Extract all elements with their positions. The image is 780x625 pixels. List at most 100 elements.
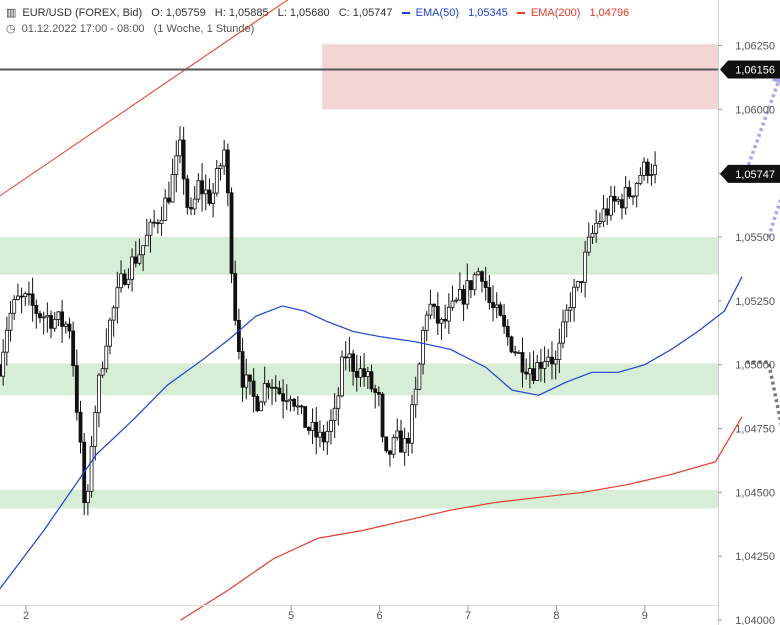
candle-body	[605, 208, 610, 216]
candle-body	[200, 180, 204, 195]
down-arrow-2	[746, 360, 780, 428]
price-tag-label-0: 1,06156	[735, 65, 775, 77]
candle-body	[399, 430, 403, 453]
candle-body	[376, 392, 381, 395]
candle-body	[439, 318, 444, 324]
candle-body	[550, 356, 554, 365]
candle-body	[93, 412, 98, 447]
candle-body	[638, 174, 643, 184]
candle-body	[362, 368, 367, 378]
candle-body	[502, 314, 506, 327]
candle-body	[388, 450, 392, 455]
candle-body	[155, 222, 160, 225]
candle-body	[122, 273, 127, 285]
candle-body	[358, 368, 363, 378]
y-tick-label: 1,06000	[735, 104, 775, 116]
open-value: O: 1,05759	[151, 7, 206, 19]
candle-body	[41, 316, 46, 319]
candle-body	[546, 356, 551, 363]
candle-body	[325, 431, 330, 443]
candle-body	[222, 149, 227, 167]
candle-body	[211, 192, 216, 204]
candle-body	[432, 303, 437, 307]
ema200-swatch	[516, 12, 525, 15]
candle-body	[513, 351, 518, 354]
candle-body	[104, 345, 109, 370]
candle-body	[373, 388, 378, 393]
ema50-swatch	[401, 12, 410, 15]
candle-body	[321, 431, 326, 443]
candle-body	[262, 383, 267, 403]
up-arrow-0	[744, 69, 780, 172]
candle-body	[609, 195, 613, 216]
bar-chart-icon: ▥	[6, 7, 17, 19]
candle-body	[472, 274, 477, 291]
candle-body	[494, 304, 499, 308]
candle-body	[244, 374, 249, 388]
support-zone-3	[0, 489, 718, 509]
candle-body	[395, 430, 400, 438]
candle-body	[340, 356, 344, 397]
candle-body	[45, 315, 50, 318]
candle-body	[406, 437, 411, 444]
candle-body	[413, 388, 418, 406]
candle-body	[38, 313, 42, 319]
candle-body	[649, 174, 654, 176]
y-tick-label: 1,04000	[735, 615, 775, 625]
x-tick-label: 2	[23, 610, 29, 622]
candle-body	[391, 437, 396, 455]
y-tick-label: 1,05500	[735, 232, 775, 244]
candle-body	[461, 289, 466, 305]
candle-body	[207, 189, 212, 204]
candle-body	[130, 256, 134, 280]
candle-body	[284, 400, 289, 403]
candle-body	[531, 368, 536, 381]
candle-body	[623, 187, 628, 209]
candle-body	[535, 362, 540, 381]
candle-body	[421, 330, 425, 365]
candle-body	[178, 139, 182, 157]
candle-body	[74, 365, 79, 413]
candle-body	[380, 393, 385, 438]
candle-body	[255, 395, 260, 412]
candle-body	[189, 207, 193, 210]
price-tag-1	[720, 164, 780, 183]
ema50-value: 1,05345	[468, 7, 508, 19]
candle-body	[476, 271, 481, 276]
candle-body	[336, 395, 341, 409]
candle-body	[612, 195, 617, 202]
candle-body	[97, 374, 101, 413]
candle-body	[310, 421, 315, 431]
candle-body	[424, 314, 429, 331]
resistance-zone-0	[322, 44, 718, 110]
candle-body	[233, 273, 238, 321]
candle-body	[645, 161, 650, 176]
candle-body	[85, 490, 90, 503]
candle-body	[579, 281, 584, 283]
y-tick-label: 1,04750	[735, 424, 775, 436]
x-tick-label: 8	[553, 610, 559, 622]
candle-body	[539, 362, 543, 369]
candle-body	[281, 393, 285, 402]
candle-body	[159, 219, 164, 224]
candle-body	[56, 311, 61, 320]
candle-body	[634, 183, 639, 197]
candle-body	[251, 380, 256, 397]
ema200-value: 1,04796	[589, 7, 630, 19]
period-label: 01.12.2022 17:00 - 08:00	[21, 23, 145, 35]
y-tick-label: 1,04500	[735, 487, 775, 499]
candle-body	[218, 165, 223, 169]
candle-body	[454, 299, 459, 302]
candle-body	[564, 309, 569, 323]
candle-body	[181, 139, 186, 180]
candle-body	[365, 371, 370, 378]
candle-body	[329, 420, 333, 432]
candle-body	[229, 192, 234, 274]
candle-body	[133, 256, 138, 264]
candle-body	[572, 286, 576, 308]
candle-body	[469, 280, 473, 291]
candle-body	[137, 254, 142, 264]
candle-body	[597, 221, 602, 224]
candle-body	[616, 199, 621, 202]
